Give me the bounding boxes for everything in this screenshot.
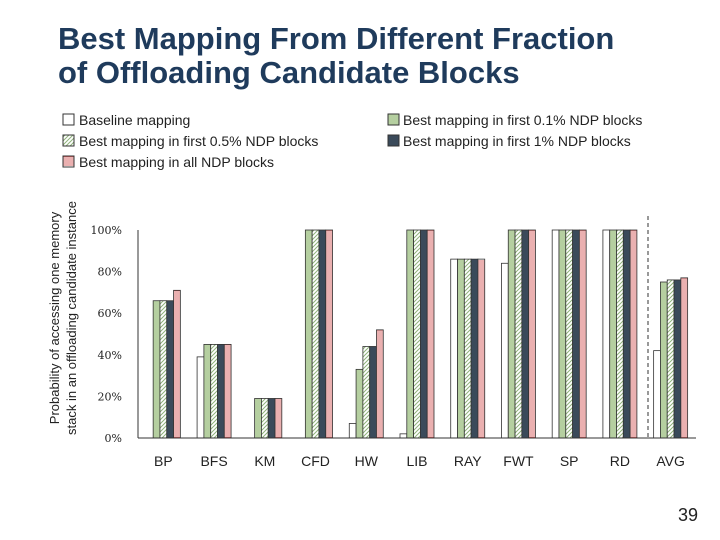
- bar-first-0-1-sp: [558, 229, 567, 439]
- bar-first-0-1-rd: [609, 229, 617, 439]
- x-tick-label-hw: HW: [355, 453, 379, 469]
- y-axis-label-line-2: stack in an offloading candidate instanc…: [64, 201, 79, 435]
- legend-item-first-0-1: Best mapping in first 0.1% NDP blocks: [387, 112, 642, 128]
- bar-first-0-5-hw: [362, 346, 371, 439]
- legend-item-first-1: Best mapping in first 1% NDP blocks: [387, 133, 631, 149]
- bar-first-0-1-ray: [457, 258, 465, 439]
- bar-first-1-sp: [572, 229, 580, 439]
- x-tick-label-lib: LIB: [406, 453, 427, 469]
- y-tick-label: 80%: [98, 266, 122, 279]
- legend-item-first-0-5: Best mapping in first 0.5% NDP blocks: [62, 133, 318, 149]
- y-axis-label: Probability of accessing one memory stac…: [47, 201, 79, 435]
- x-tick-label-fwt: FWT: [503, 453, 534, 469]
- bar-first-1-hw: [369, 346, 377, 439]
- x-tick-label-sp: SP: [560, 453, 579, 469]
- legend-label-all: Best mapping in all NDP blocks: [79, 154, 274, 170]
- bar-first-0-5-cfd: [311, 229, 320, 439]
- x-tick-label-cfd: CFD: [301, 453, 330, 469]
- y-axis-label-line-1: Probability of accessing one memory: [47, 211, 62, 424]
- bar-first-1-cfd: [318, 229, 327, 439]
- bars: [152, 229, 689, 439]
- bar-first-0-5-avg: [666, 279, 675, 439]
- bar-all-ray: [477, 258, 486, 439]
- bar-all-km: [274, 398, 283, 439]
- bar-baseline-bfs: [196, 356, 205, 439]
- bar-all-lib: [426, 229, 435, 439]
- bar-baseline-lib: [399, 433, 408, 439]
- bar-all-fwt: [528, 229, 536, 439]
- bar-all-hw: [376, 329, 384, 439]
- legend-label-first-0-5: Best mapping in first 0.5% NDP blocks: [79, 133, 318, 149]
- bar-first-0-5-sp: [565, 229, 573, 439]
- bar-first-1-rd: [622, 229, 631, 439]
- bar-all-avg: [680, 277, 689, 439]
- bar-first-0-5-lib: [413, 229, 421, 439]
- page-number: 39: [677, 505, 698, 525]
- bar-first-0-1-bfs: [203, 343, 212, 439]
- bar-first-1-ray: [470, 258, 479, 439]
- x-axis-labels: BP BFS KM CFD HW LIB RAY FWT SP RD AVG: [154, 453, 685, 469]
- bar-all-cfd: [325, 229, 333, 439]
- y-tick-label: 100%: [91, 224, 122, 237]
- slide-title-line-2: of Offloading Candidate Blocks: [58, 55, 520, 90]
- legend-swatch-first-0-1: [387, 113, 400, 126]
- bar-first-1-avg: [673, 279, 682, 439]
- slide-title-line-1: Best Mapping From Different Fraction: [58, 21, 615, 56]
- y-tick-label: 60%: [98, 307, 122, 320]
- y-axis-ticks: 0% 20% 40% 60% 80% 100%: [91, 224, 122, 445]
- x-tick-label-avg: AVG: [656, 453, 685, 469]
- bar-first-0-1-hw: [355, 368, 364, 439]
- bar-first-0-1-lib: [406, 229, 414, 439]
- bar-all-rd: [629, 229, 638, 439]
- x-tick-label-bfs: BFS: [200, 453, 227, 469]
- legend-swatch-first-1: [387, 134, 400, 147]
- legend-swatch-first-0-5: [62, 134, 75, 147]
- bar-first-1-fwt: [521, 229, 530, 439]
- bar-first-1-lib: [419, 229, 428, 439]
- x-tick-label-ray: RAY: [454, 453, 482, 469]
- legend-item-all: Best mapping in all NDP blocks: [62, 154, 274, 170]
- bar-baseline-fwt: [501, 262, 509, 439]
- bar-baseline-hw: [348, 423, 357, 439]
- legend-item-baseline: Baseline mapping: [62, 112, 190, 128]
- bar-first-0-5-rd: [616, 229, 624, 439]
- bar-baseline-ray: [450, 258, 458, 439]
- bar-first-0-1-fwt: [507, 229, 516, 439]
- x-tick-label-bp: BP: [154, 453, 173, 469]
- bar-first-0-1-avg: [660, 281, 668, 439]
- y-tick-label: 40%: [98, 349, 122, 362]
- bar-first-1-bfs: [217, 343, 225, 439]
- bar-first-1-bp: [166, 300, 174, 439]
- bar-all-bfs: [223, 343, 232, 439]
- bar-first-0-1-km: [254, 398, 262, 439]
- bar-baseline-sp: [551, 229, 560, 439]
- slide-title: Best Mapping From Different Fraction of …: [58, 22, 698, 90]
- bar-first-0-5-ray: [463, 258, 472, 439]
- legend-label-first-1: Best mapping in first 1% NDP blocks: [403, 133, 631, 149]
- bar-first-0-5-km: [261, 398, 269, 439]
- legend-swatch-all: [62, 155, 75, 168]
- legend: Baseline mapping Best mapping in first 0…: [62, 112, 642, 170]
- bar-baseline-rd: [602, 229, 611, 439]
- y-tick-label: 20%: [98, 390, 122, 403]
- y-tick-label: 0%: [105, 432, 122, 445]
- legend-label-first-0-1: Best mapping in first 0.1% NDP blocks: [403, 112, 642, 128]
- legend-label-baseline: Baseline mapping: [79, 112, 190, 128]
- bar-first-0-5-fwt: [514, 229, 523, 439]
- bar-all-sp: [578, 229, 587, 439]
- legend-swatch-baseline: [62, 113, 75, 126]
- bar-all-bp: [173, 289, 181, 439]
- bar-first-0-1-bp: [152, 300, 161, 439]
- bar-first-0-1-cfd: [304, 229, 313, 439]
- bar-first-0-5-bp: [159, 300, 168, 439]
- bar-first-0-5-bfs: [210, 343, 218, 439]
- x-tick-label-km: KM: [254, 453, 275, 469]
- bar-baseline-avg: [653, 350, 661, 439]
- bar-first-1-km: [267, 398, 276, 439]
- x-tick-label-rd: RD: [610, 453, 630, 469]
